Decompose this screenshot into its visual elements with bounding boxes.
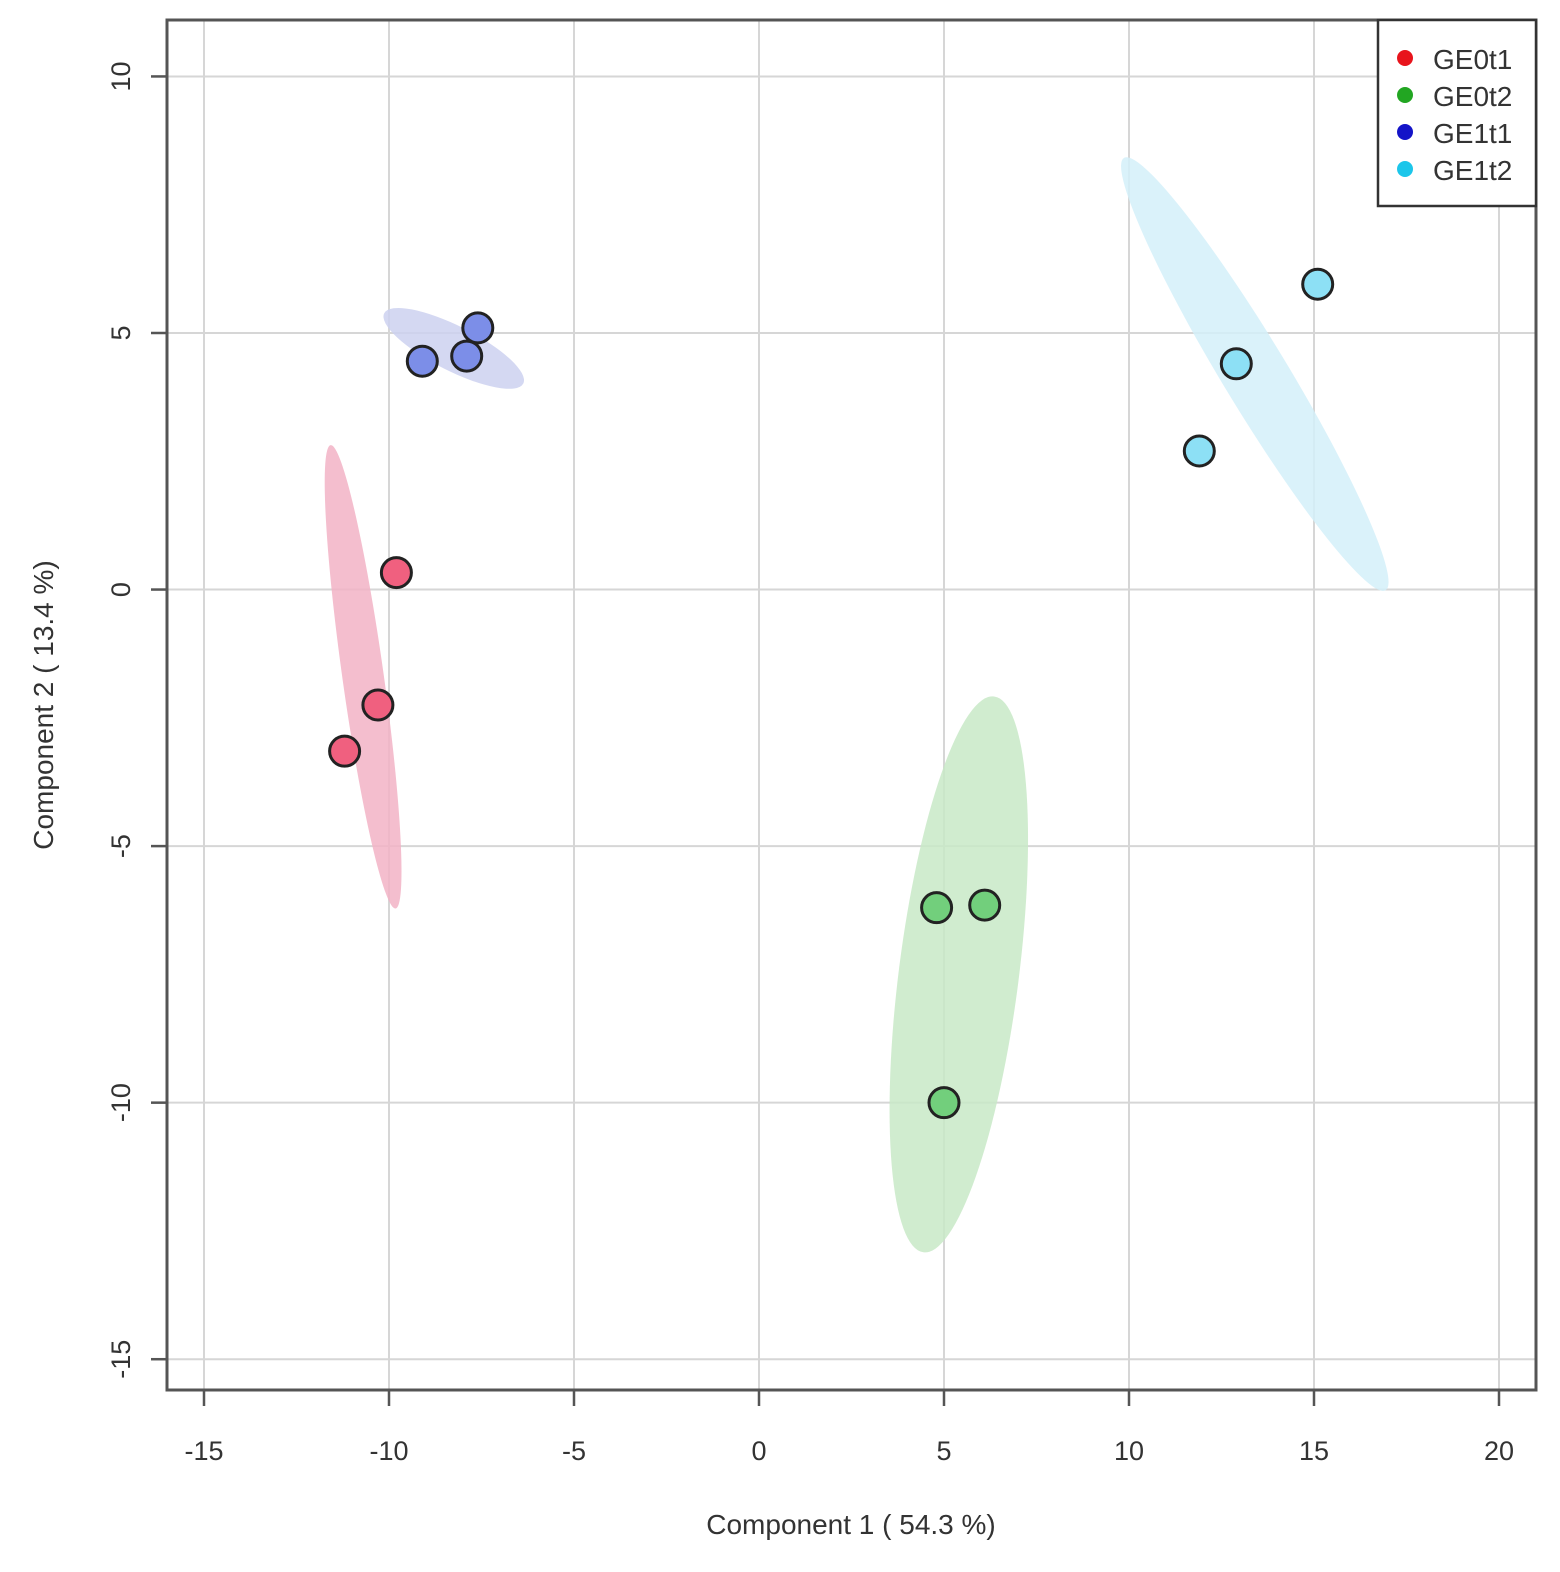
ellipse-ge1t2	[1121, 157, 1389, 591]
legend-marker-ge1t1	[1397, 124, 1413, 140]
point-ge0t1	[379, 556, 413, 590]
x-tick-label: -10	[369, 1436, 408, 1466]
y-tick-label: -5	[106, 834, 136, 858]
ellipse-ge0t2	[889, 696, 1029, 1253]
plot-border	[165, 18, 1538, 1392]
point-ge0t2	[927, 1086, 961, 1120]
x-tick-label: 10	[1114, 1436, 1144, 1466]
point-ge1t2	[1301, 267, 1335, 301]
x-tick-label: -5	[562, 1436, 586, 1466]
axis-ticks: -15 -10 -5 0 5 10 15 20 -15 -10 -5 0 5 10	[106, 61, 1514, 1466]
y-tick-label: 5	[106, 325, 136, 340]
legend-label-ge0t1: GE0t1	[1433, 44, 1512, 75]
x-tick-label: 20	[1484, 1436, 1514, 1466]
data-points	[328, 267, 1335, 1120]
confidence-ellipses	[324, 157, 1389, 1253]
y-tick-label: -15	[106, 1340, 136, 1379]
x-tick-label: -15	[184, 1436, 223, 1466]
y-tick-label: -10	[106, 1083, 136, 1122]
point-ge1t1	[461, 311, 495, 345]
point-ge0t1	[361, 688, 395, 722]
point-ge0t2	[920, 891, 954, 925]
y-tick-label: 0	[106, 582, 136, 597]
point-ge1t2	[1219, 347, 1253, 381]
legend-marker-ge1t2	[1397, 161, 1413, 177]
y-tick-label: 10	[106, 61, 136, 91]
point-ge1t1	[450, 339, 484, 373]
legend-marker-ge0t2	[1397, 87, 1413, 103]
x-tick-label: 5	[936, 1436, 951, 1466]
point-ge0t2	[968, 888, 1002, 922]
point-ge1t1	[405, 344, 439, 378]
x-tick-label: 15	[1299, 1436, 1329, 1466]
legend-label-ge1t1: GE1t1	[1433, 118, 1512, 149]
point-ge0t1	[328, 734, 362, 768]
point-ge1t2	[1182, 434, 1216, 468]
legend: GE0t1 GE0t2 GE1t1 GE1t2	[1376, 18, 1538, 208]
legend-label-ge0t2: GE0t2	[1433, 81, 1512, 112]
ellipse-ge0t1	[324, 445, 402, 909]
legend-marker-ge0t1	[1397, 50, 1413, 66]
x-tick-label: 0	[751, 1436, 766, 1466]
x-axis-label: Component 1 ( 54.3 %)	[706, 1509, 996, 1540]
y-axis-label: Component 2 ( 13.4 %)	[28, 560, 59, 850]
legend-label-ge1t2: GE1t2	[1433, 155, 1512, 186]
